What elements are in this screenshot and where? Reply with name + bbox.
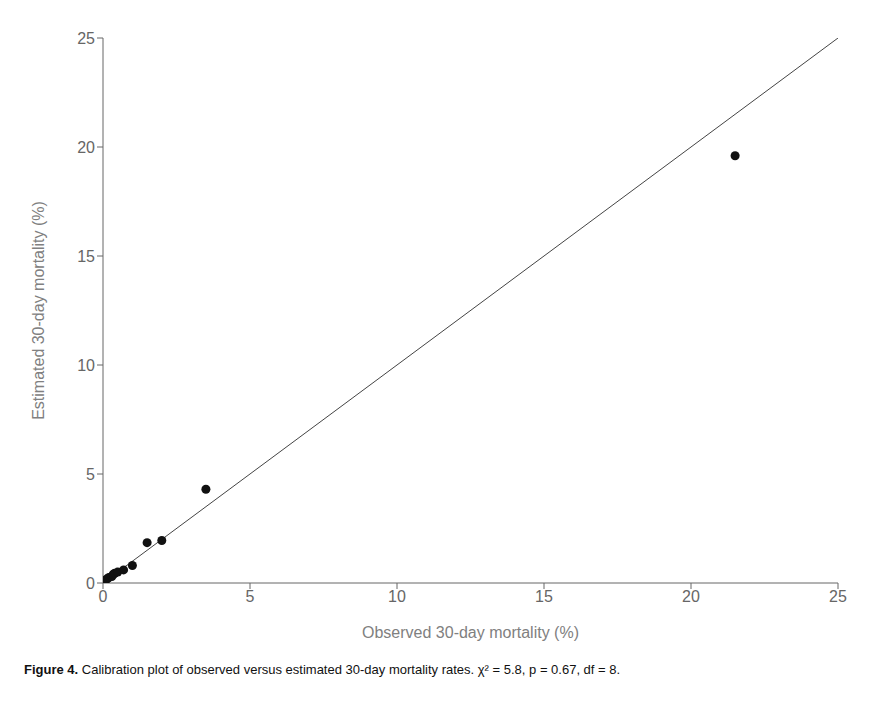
svg-text:5: 5 (86, 466, 95, 483)
svg-text:5: 5 (246, 588, 255, 605)
svg-text:20: 20 (77, 139, 95, 156)
svg-text:Observed 30-day mortality (%): Observed 30-day mortality (%) (362, 624, 579, 641)
svg-text:0: 0 (86, 575, 95, 592)
svg-text:20: 20 (682, 588, 700, 605)
svg-text:15: 15 (535, 588, 553, 605)
svg-text:25: 25 (77, 30, 95, 47)
svg-text:10: 10 (77, 357, 95, 374)
svg-text:15: 15 (77, 248, 95, 265)
html-text:Figure 4. Calibration plot of: Figure 4. Calibration plot of observed v… (24, 662, 621, 677)
svg-text:10: 10 (388, 588, 406, 605)
svg-text:0: 0 (99, 588, 108, 605)
svg-text:25: 25 (829, 588, 847, 605)
svg-text:Estimated 30-day mortality (%): Estimated 30-day mortality (%) (30, 201, 47, 420)
